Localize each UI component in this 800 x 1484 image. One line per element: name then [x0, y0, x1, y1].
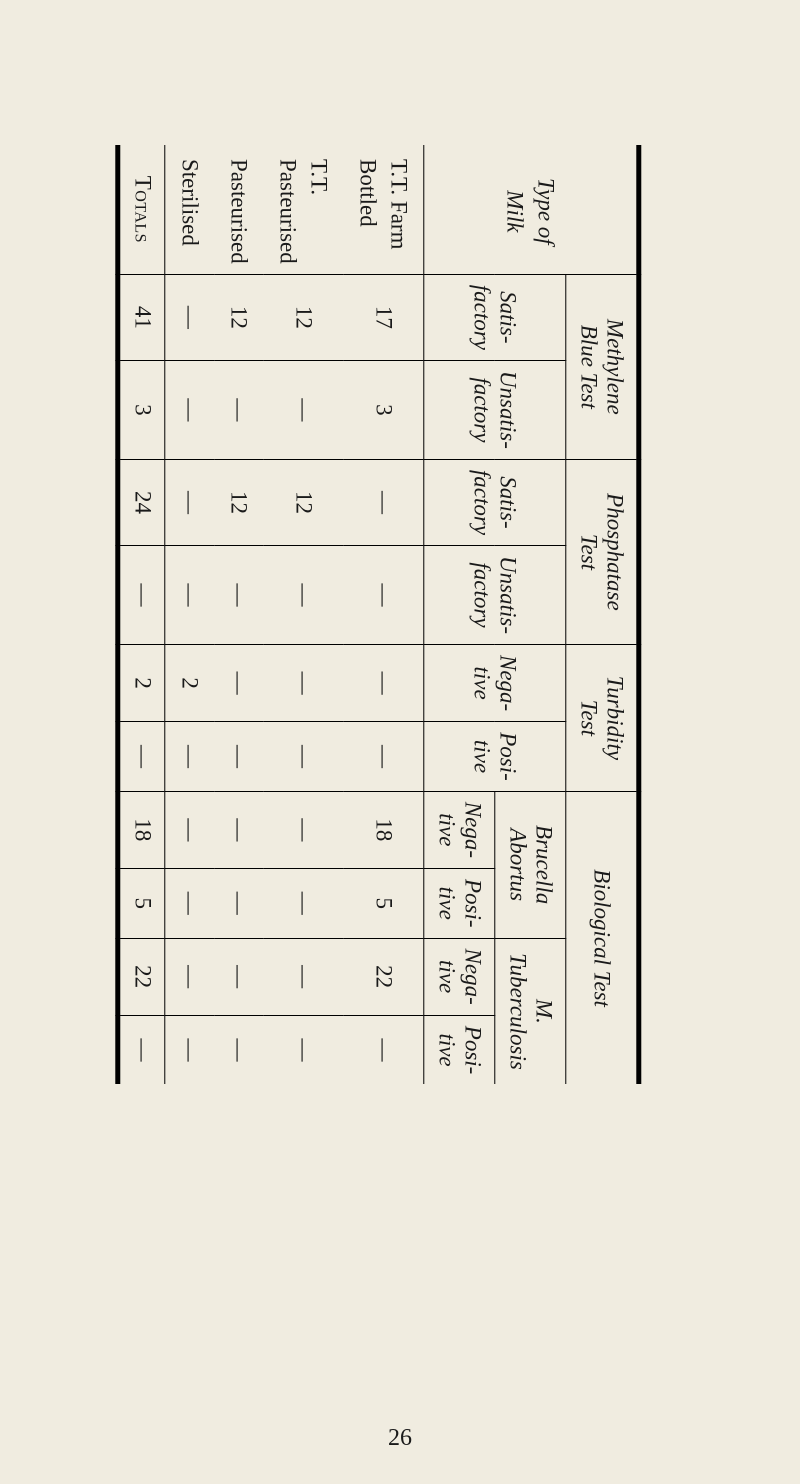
- cell: —: [165, 938, 215, 1015]
- totals-row: Totals 41 3 24 — 2 — 18 5 22 —: [118, 145, 165, 1084]
- cell: —: [165, 274, 215, 360]
- row-label: Pasteurised: [214, 145, 263, 274]
- page: Type ofMilk MethyleneBlue Test Phosphata…: [0, 0, 800, 1484]
- cell: —: [165, 791, 215, 868]
- table-row: Pasteurised 12 — 12 — — — — — — —: [214, 145, 263, 1084]
- sub-posi-3: Posi-tive: [424, 1015, 495, 1084]
- sub-satis-1: Satis-factory: [424, 274, 566, 360]
- cell: —: [118, 722, 165, 792]
- sub-nega-2: Nega-tive: [424, 791, 495, 868]
- cell: —: [343, 644, 424, 721]
- cell: —: [165, 546, 215, 645]
- cell: —: [165, 459, 215, 545]
- cell: —: [263, 1015, 343, 1084]
- cell: 22: [343, 938, 424, 1015]
- cell: —: [263, 360, 343, 459]
- table-row: Sterilised — — — — 2 — — — — —: [165, 145, 215, 1084]
- cell: 2: [118, 644, 165, 721]
- page-number: 26: [0, 1425, 800, 1452]
- cell: —: [214, 938, 263, 1015]
- cell: 18: [343, 791, 424, 868]
- cell: 22: [118, 938, 165, 1015]
- cell: —: [118, 1015, 165, 1084]
- cell: 3: [118, 360, 165, 459]
- cell: —: [263, 868, 343, 938]
- col-type-of-milk: Type ofMilk: [424, 145, 639, 274]
- cell: —: [263, 722, 343, 792]
- sub-tuberculosis: M. Tuberculosis: [495, 938, 566, 1084]
- cell: —: [263, 546, 343, 645]
- row-label: T.T. Pasteurised: [263, 145, 343, 274]
- cell: —: [118, 546, 165, 645]
- cell: —: [214, 546, 263, 645]
- col-turbidity: TurbidityTest: [566, 644, 639, 791]
- cell: —: [214, 1015, 263, 1084]
- cell: 12: [214, 459, 263, 545]
- cell: —: [214, 791, 263, 868]
- sub-unsatis-1: Unsatis-factory: [424, 360, 566, 459]
- cell: 17: [343, 274, 424, 360]
- sub-unsatis-2: Unsatis-factory: [424, 546, 566, 645]
- cell: —: [214, 868, 263, 938]
- totals-label: Totals: [118, 145, 165, 274]
- sub-brucella: BrucellaAbortus: [495, 791, 566, 938]
- cell: —: [165, 868, 215, 938]
- table-row: T.T. Farm Bottled 17 3 — — — — 18 5 22 —: [343, 145, 424, 1084]
- cell: 2: [165, 644, 215, 721]
- row-label: T.T. Farm Bottled: [343, 145, 424, 274]
- rotated-table-wrapper: Type ofMilk MethyleneBlue Test Phosphata…: [115, 145, 641, 1065]
- cell: —: [343, 1015, 424, 1084]
- cell: —: [214, 722, 263, 792]
- sub-posi-2: Posi-tive: [424, 868, 495, 938]
- cell: —: [343, 722, 424, 792]
- cell: —: [343, 459, 424, 545]
- cell: 18: [118, 791, 165, 868]
- cell: 5: [118, 868, 165, 938]
- col-biological: Biological Test: [566, 791, 639, 1084]
- cell: —: [165, 722, 215, 792]
- sub-satis-2: Satis-factory: [424, 459, 566, 545]
- table-row: T.T. Pasteurised 12 — 12 — — — — — — —: [263, 145, 343, 1084]
- cell: —: [343, 546, 424, 645]
- cell: —: [165, 360, 215, 459]
- cell: 3: [343, 360, 424, 459]
- sub-nega-1: Nega-tive: [424, 644, 566, 721]
- cell: 5: [343, 868, 424, 938]
- cell: —: [214, 360, 263, 459]
- cell: 12: [214, 274, 263, 360]
- cell: —: [263, 644, 343, 721]
- cell: 41: [118, 274, 165, 360]
- col-methylene: MethyleneBlue Test: [566, 274, 639, 459]
- cell: —: [214, 644, 263, 721]
- sub-posi-1: Posi-tive: [424, 722, 566, 792]
- sub-nega-3: Nega-tive: [424, 938, 495, 1015]
- milk-test-table: Type ofMilk MethyleneBlue Test Phosphata…: [115, 145, 641, 1084]
- cell: 12: [263, 274, 343, 360]
- col-phosphatase: PhosphataseTest: [566, 459, 639, 644]
- cell: —: [263, 938, 343, 1015]
- cell: 24: [118, 459, 165, 545]
- cell: —: [263, 791, 343, 868]
- cell: 12: [263, 459, 343, 545]
- row-label: Sterilised: [165, 145, 215, 274]
- cell: —: [165, 1015, 215, 1084]
